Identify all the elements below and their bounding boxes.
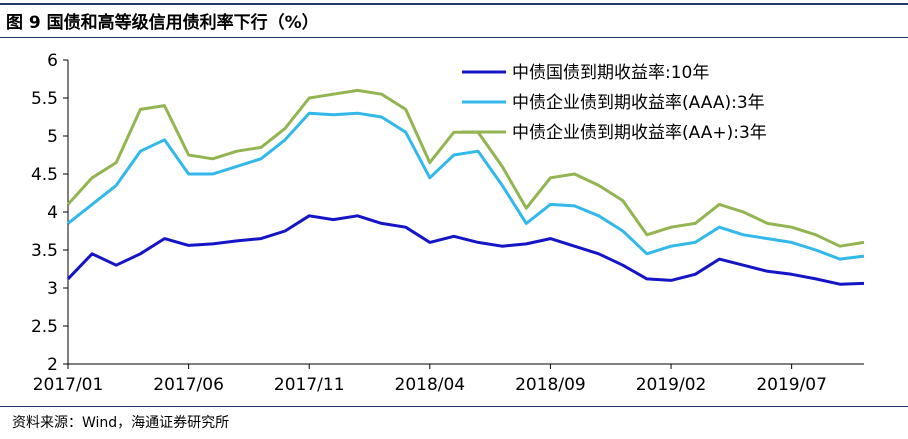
y-tick-label: 4.5 (31, 165, 58, 185)
figure-source: 资料来源：Wind，海通证券研究所 (12, 415, 230, 431)
footer-rule (0, 406, 908, 407)
x-tick-label: 2018/04 (395, 375, 466, 395)
x-tick-label: 2017/11 (274, 375, 345, 395)
y-tick-label: 3 (47, 279, 58, 299)
y-tick-label: 4 (47, 203, 58, 223)
y-tick-label: 5 (47, 127, 58, 147)
y-tick-label: 2 (47, 355, 58, 375)
series-line-1 (67, 111, 865, 261)
y-tick-label: 5.5 (31, 89, 58, 109)
x-tick-label: 2017/01 (33, 375, 104, 395)
x-tick-label: 2019/02 (636, 375, 707, 395)
series-line-0 (66, 214, 865, 286)
y-tick-label: 6 (47, 51, 58, 71)
y-tick-label: 2.5 (31, 317, 58, 337)
y-tick-label: 3.5 (31, 241, 58, 261)
line-chart: 2 2.5 3 3.5 4 4.5 5 5.5 6 2017/01 2017/06 2017/11 20… (31, 51, 865, 395)
x-tick-label: 2018/09 (515, 375, 586, 395)
figure-header: 图 9 国债和高等级信用债利率下行（%） (0, 0, 908, 38)
legend-label-1: 中债企业债到期收益率(AAA):3年 (512, 93, 765, 113)
legend-label-0: 中债国债到期收益率:10年 (512, 63, 709, 83)
x-tick-label: 2017/06 (153, 375, 224, 395)
header-rule (0, 37, 908, 38)
legend-label-2: 中债企业债到期收益率(AA+):3年 (512, 123, 767, 143)
figure-title: 图 9 国债和高等级信用债利率下行（%） (6, 13, 319, 33)
series-line-2 (66, 88, 865, 248)
x-tick-label: 2019/07 (756, 375, 827, 395)
top-rule (0, 3, 908, 5)
